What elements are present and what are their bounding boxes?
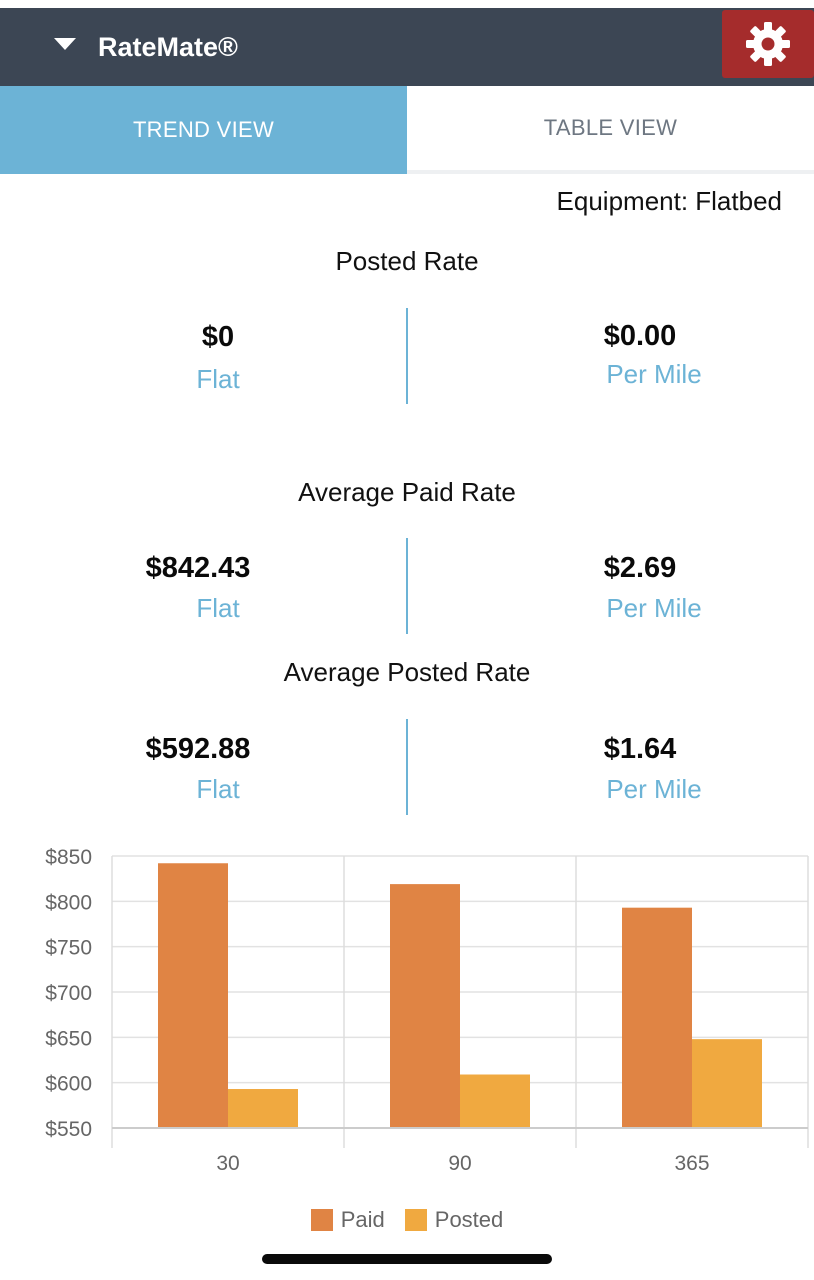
posted-rate-flat-label: Flat: [196, 364, 240, 394]
y-tick-label: $800: [45, 891, 92, 914]
avg-paid-rate-flat-value: $842.43: [145, 552, 251, 584]
avg-posted-rate-mile-label: Per Mile: [606, 774, 702, 804]
avg-paid-rate-flat-label: Flat: [196, 593, 240, 623]
settings-button[interactable]: [722, 10, 814, 78]
y-tick-label: $750: [45, 937, 92, 960]
legend-label-paid: Paid: [340, 1207, 385, 1232]
home-indicator[interactable]: [262, 1254, 552, 1264]
tab-trend-view[interactable]: TREND VIEW: [0, 86, 407, 174]
caret-down-icon[interactable]: [54, 38, 76, 50]
avg-paid-rate-mile-label: Per Mile: [606, 593, 702, 623]
avg-posted-rate-flat-value: $592.88: [145, 733, 251, 765]
equipment-label: Equipment: Flatbed: [556, 186, 782, 216]
bar-paid-90[interactable]: [390, 884, 460, 1128]
posted-rate-divider: [406, 308, 408, 404]
bar-posted-90[interactable]: [460, 1074, 530, 1128]
legend-item-posted[interactable]: Posted: [404, 1207, 504, 1233]
bar-posted-30[interactable]: [228, 1089, 298, 1128]
avg-paid-rate-mile-value: $2.69: [603, 552, 677, 584]
y-tick-label: $650: [45, 1027, 92, 1050]
app-header: RateMate®: [0, 8, 814, 86]
avg-posted-rate-flat-label: Flat: [196, 774, 240, 804]
avg-posted-rate-divider: [406, 719, 408, 815]
rate-trend-chart: $550 $600 $650 $700 $750 $800 $850 30 90 365: [45, 846, 809, 1175]
tab-table-view[interactable]: TABLE VIEW: [407, 86, 814, 174]
bar-posted-365[interactable]: [692, 1039, 762, 1128]
avg-paid-rate-divider: [406, 538, 408, 634]
posted-rate-mile-label: Per Mile: [606, 359, 702, 389]
bar-paid-30[interactable]: [158, 863, 228, 1128]
gear-icon: [746, 22, 790, 66]
x-tick-label: 365: [674, 1152, 709, 1175]
avg-posted-rate-mile-value: $1.64: [603, 733, 677, 765]
view-tabs: TREND VIEW TABLE VIEW: [0, 86, 814, 174]
x-tick-label: 90: [448, 1152, 471, 1175]
legend-item-paid[interactable]: Paid: [310, 1207, 385, 1233]
legend-swatch-posted: [404, 1209, 427, 1231]
legend-swatch-paid: [310, 1209, 333, 1231]
x-tick-label: 30: [216, 1152, 239, 1175]
posted-rate-flat-value: $0: [201, 321, 235, 353]
chart-legend: Paid Posted: [0, 1202, 814, 1238]
y-tick-label: $600: [45, 1073, 92, 1096]
y-tick-label: $700: [45, 982, 92, 1005]
posted-rate-title: Posted Rate: [335, 246, 479, 276]
bar-paid-365[interactable]: [622, 907, 692, 1128]
y-tick-label: $850: [45, 846, 92, 869]
posted-rate-mile-value: $0.00: [603, 320, 677, 352]
avg-paid-rate-title: Average Paid Rate: [298, 477, 516, 507]
avg-posted-rate-title: Average Posted Rate: [283, 657, 531, 687]
app-title[interactable]: RateMate®: [98, 32, 238, 62]
legend-label-posted: Posted: [434, 1207, 504, 1232]
y-tick-label: $550: [45, 1118, 92, 1141]
